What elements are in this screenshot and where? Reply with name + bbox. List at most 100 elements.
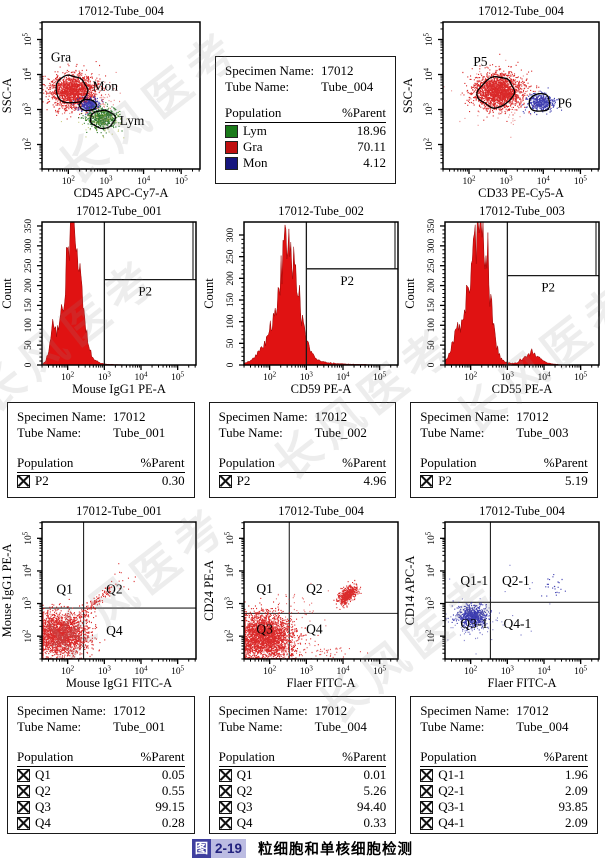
crossed-checkbox-icon: [420, 474, 434, 488]
table-header: Population %Parent: [17, 749, 185, 767]
svg-text:105: 105: [574, 175, 588, 188]
crossed-checkbox-icon: [218, 816, 232, 830]
population-pct: 0.01: [363, 767, 387, 782]
population-header: Population: [420, 749, 477, 764]
svg-text:100: 100: [226, 314, 236, 329]
table-header: Population %Parent: [17, 455, 185, 473]
svg-text:103: 103: [501, 371, 514, 384]
svg-text:103: 103: [299, 371, 313, 384]
stats-table-tube001-quadrants: Specimen Name: 17012 Tube Name: Tube_001 P…: [7, 696, 195, 834]
population-row: Gra 70.11: [225, 139, 386, 155]
population-row: Q3-1 93.85: [420, 799, 588, 815]
row-quadrant-plots: 17012-Tube_001 102 103 104 105 102 103 104 105 Mo…: [0, 502, 605, 692]
svg-text:300: 300: [427, 238, 437, 253]
tube-value: Tube_004: [321, 79, 374, 94]
svg-text:104: 104: [135, 371, 149, 384]
population-row: Mon 4.12: [225, 155, 386, 171]
svg-text:250: 250: [24, 258, 34, 273]
population-pct: 93.85: [558, 799, 588, 814]
svg-text:105: 105: [171, 371, 185, 384]
svg-text:102: 102: [463, 175, 477, 188]
svg-text:17012-Tube_004: 17012-Tube_004: [479, 504, 565, 518]
crossed-checkbox-icon: [218, 474, 232, 488]
svg-text:104: 104: [425, 564, 438, 578]
population-name: Mon: [243, 155, 268, 170]
population-rows: Lym 18.96 Gra 70.11 Mon 4.12: [225, 123, 386, 171]
row-histograms: 17012-Tube_001 102 103 104 105 0 50 100 150 200 25…: [0, 202, 605, 398]
crossed-checkbox-icon: [420, 768, 434, 782]
svg-text:50: 50: [226, 338, 236, 348]
svg-text:P2: P2: [542, 280, 556, 295]
svg-text:CD55 PE-A: CD55 PE-A: [492, 382, 553, 396]
svg-text:104: 104: [22, 68, 35, 82]
svg-text:17012-Tube_004: 17012-Tube_004: [478, 4, 564, 18]
svg-text:150: 150: [427, 298, 437, 313]
tube-label: Tube Name:: [420, 719, 485, 734]
population-name: Q1: [35, 767, 51, 782]
parent-header: %Parent: [342, 455, 387, 470]
specimen-label: Specimen Name:: [17, 703, 107, 718]
population-pct: 0.05: [161, 767, 185, 782]
population-row: Q2 0.55: [17, 783, 185, 799]
crossed-checkbox-icon: [17, 768, 30, 782]
population-row: Q3 99.15: [17, 799, 185, 815]
svg-text:350: 350: [24, 219, 34, 234]
specimen-value: 17012: [516, 703, 549, 718]
svg-text:Q1-1: Q1-1: [461, 573, 489, 588]
population-swatch-icon: [225, 124, 238, 138]
plot-cd24-vs-flaer: 17012-Tube_004 102 103 104 105 102 103 104 105 Fl…: [202, 502, 404, 692]
svg-text:100: 100: [427, 318, 437, 333]
svg-text:103: 103: [500, 175, 514, 188]
population-name: P2: [35, 473, 49, 488]
population-header: Population: [17, 749, 74, 764]
svg-text:103: 103: [423, 103, 436, 117]
population-name: Q4-1: [438, 815, 465, 830]
svg-text:Mouse IgG1 FITC-A: Mouse IgG1 FITC-A: [66, 676, 172, 690]
population-rows: P2 5.19: [420, 473, 588, 489]
population-rows: P2 0.30: [17, 473, 185, 489]
svg-text:103: 103: [99, 175, 113, 188]
svg-text:Q1: Q1: [256, 581, 272, 596]
population-header: Population: [218, 749, 275, 764]
svg-text:102: 102: [22, 138, 35, 152]
svg-text:CD33 PE-Cy5-A: CD33 PE-Cy5-A: [478, 186, 564, 200]
svg-text:Q3-1: Q3-1: [461, 616, 489, 631]
svg-text:103: 103: [299, 665, 313, 678]
svg-text:0: 0: [226, 362, 236, 367]
svg-text:Mouse IgG1 PE-A: Mouse IgG1 PE-A: [0, 544, 14, 638]
specimen-value: 17012: [113, 409, 146, 424]
population-name: Q3: [35, 799, 51, 814]
tube-label: Tube Name:: [17, 719, 82, 734]
svg-text:Q3: Q3: [256, 622, 273, 637]
population-rows: P2 4.96: [218, 473, 386, 489]
population-name: Lym: [243, 123, 267, 138]
svg-text:103: 103: [501, 665, 514, 678]
specimen-label: Specimen Name:: [218, 409, 308, 424]
population-header: Population: [17, 455, 74, 470]
svg-text:102: 102: [464, 665, 478, 678]
population-row: P2 5.19: [420, 473, 588, 489]
population-name: P2: [438, 473, 452, 488]
population-name: Q2: [35, 783, 51, 798]
svg-text:103: 103: [22, 597, 35, 611]
svg-text:CD45 APC-Cy7-A: CD45 APC-Cy7-A: [74, 186, 169, 200]
svg-text:104: 104: [223, 564, 236, 578]
tube-value: Tube_004: [314, 719, 367, 734]
crossed-checkbox-icon: [420, 784, 434, 798]
svg-text:350: 350: [427, 219, 437, 234]
specimen-value: 17012: [113, 703, 146, 718]
svg-text:CD24 PE-A: CD24 PE-A: [202, 560, 216, 621]
specimen-label: Specimen Name:: [225, 63, 315, 78]
population-name: Gra: [243, 139, 263, 154]
svg-text:17012-Tube_003: 17012-Tube_003: [479, 204, 565, 218]
tube-value: Tube_003: [516, 425, 569, 440]
svg-text:104: 104: [336, 371, 350, 384]
plot-igg1-pe-vs-fitc: 17012-Tube_001 102 103 104 105 102 103 104 105 Mo…: [0, 502, 202, 692]
tube-label: Tube Name:: [225, 79, 290, 94]
population-row: P2 4.96: [218, 473, 386, 489]
svg-text:SSC-A: SSC-A: [401, 78, 415, 113]
svg-text:103: 103: [22, 103, 35, 117]
svg-text:P6: P6: [558, 95, 573, 110]
svg-text:105: 105: [171, 665, 185, 678]
